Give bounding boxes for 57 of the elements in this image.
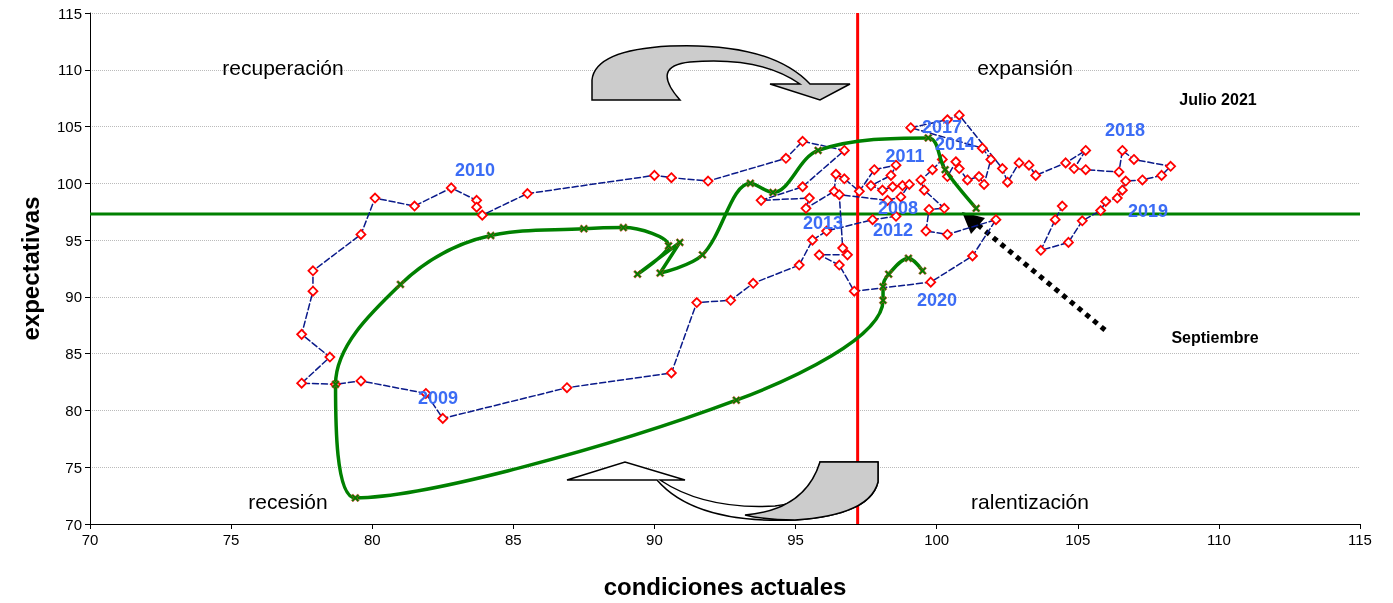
point: [655, 268, 665, 278]
point: [486, 231, 496, 240]
point: [878, 282, 888, 291]
point: [971, 204, 981, 213]
annotation: 2018: [1104, 120, 1146, 140]
x-tick-label: 100: [924, 531, 950, 548]
x-tick-label: 115: [1348, 531, 1372, 548]
y-tick-label: 70: [65, 515, 82, 533]
annotation: 2010: [454, 160, 496, 180]
annotation: Septiembre: [1171, 328, 1259, 346]
point: [923, 133, 933, 143]
annotation: 2009: [417, 388, 459, 408]
x-tick-label: 110: [1206, 531, 1231, 548]
point: [619, 223, 628, 232]
y-tick-label: 115: [58, 4, 82, 22]
point: [351, 493, 360, 503]
x-tick-label: 85: [504, 531, 522, 548]
annotation: Julio 2021: [1179, 90, 1257, 108]
point: [940, 165, 950, 174]
y-tick-label: 100: [56, 174, 82, 192]
point: [732, 395, 741, 405]
y-axis-title: expectativas: [16, 196, 44, 341]
y-tick-label: 110: [58, 61, 82, 79]
point: [878, 296, 888, 305]
annotation: 2012: [872, 220, 914, 240]
point: [904, 254, 913, 263]
annotation: 2017: [921, 117, 963, 137]
point: [664, 241, 673, 251]
y-tick-label: 80: [65, 401, 82, 419]
x-tick-label: 70: [81, 531, 99, 548]
x-tick-label: 95: [787, 531, 804, 548]
annotation: 2011: [885, 146, 925, 166]
point: [698, 250, 707, 260]
x-tick-label: 75: [222, 531, 240, 548]
point: [633, 269, 642, 279]
x-axis-title: condiciones actuales: [603, 572, 847, 600]
point: [813, 146, 823, 155]
point: [918, 266, 927, 276]
y-tick-label: 95: [65, 231, 82, 249]
y-tick-label: 75: [65, 458, 82, 476]
y-tick-label: 90: [65, 288, 82, 306]
x-tick-label: 80: [363, 531, 381, 548]
point: [746, 179, 755, 188]
y-tick-label: 105: [56, 118, 82, 136]
annotation: recuperación: [222, 55, 344, 79]
annotation: 2020: [916, 290, 958, 310]
x-tick-label: 90: [646, 531, 663, 548]
x-tick-label: 105: [1065, 531, 1091, 548]
y-tick-label: 85: [65, 345, 82, 363]
annotation: expansión: [977, 55, 1073, 79]
point: [579, 224, 589, 234]
point: [675, 238, 685, 247]
annotation: ralentización: [971, 489, 1089, 513]
point: [396, 280, 405, 289]
point: [884, 269, 893, 279]
annotation: recesión: [248, 489, 328, 513]
point: [768, 188, 778, 197]
